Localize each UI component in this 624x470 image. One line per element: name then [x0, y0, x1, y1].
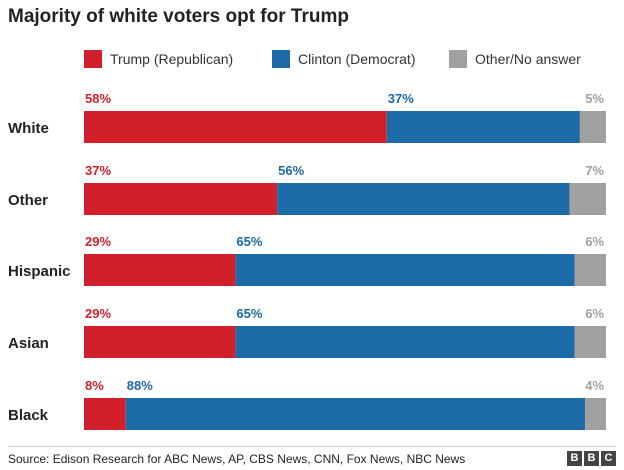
- value-label-clinton-hispanic: 65%: [236, 234, 262, 249]
- bar-clinton-white: [386, 111, 580, 143]
- bar-clinton-black: [125, 398, 586, 430]
- value-label-clinton-white: 37%: [388, 91, 414, 106]
- value-label-trump-asian: 29%: [85, 306, 111, 321]
- bar-clinton-asian: [235, 326, 575, 358]
- value-label-other-other: 7%: [585, 163, 604, 178]
- chart-plot: White 58% 37% 5% Other 37% 56% 7% Hispanic 29% 65%…: [8, 91, 606, 430]
- bar-trump-black: [84, 398, 126, 430]
- legend-label-trump: Trump (Republican): [110, 51, 234, 67]
- bar-trump-hispanic: [84, 254, 236, 286]
- bbc-logo-block: C: [601, 451, 616, 466]
- value-label-other-white: 5%: [585, 91, 604, 106]
- legend-swatch-trump: [84, 50, 102, 68]
- value-label-other-asian: 6%: [585, 306, 604, 321]
- value-label-clinton-asian: 65%: [236, 306, 262, 321]
- legend-item-trump: Trump (Republican): [84, 48, 233, 70]
- chart-title: Majority of white voters opt for Trump: [8, 6, 349, 27]
- bbc-logo: B B C: [567, 451, 616, 466]
- legend-label-clinton: Clinton (Democrat): [298, 51, 416, 67]
- bar-clinton-hispanic: [235, 254, 575, 286]
- bbc-logo-block: B: [567, 451, 582, 466]
- category-label-asian: Asian: [8, 335, 49, 352]
- legend-item-other: Other/No answer: [449, 48, 581, 70]
- legend-swatch-other: [449, 50, 467, 68]
- bar-other-black: [585, 398, 606, 430]
- bar-other-other: [569, 183, 606, 215]
- value-label-trump-black: 8%: [85, 378, 104, 393]
- bar-other-white: [579, 111, 606, 143]
- bar-trump-other: [84, 183, 278, 215]
- bar-clinton-other: [277, 183, 570, 215]
- bar-other-asian: [574, 326, 606, 358]
- value-label-trump-white: 58%: [85, 91, 111, 106]
- bar-trump-white: [84, 111, 387, 143]
- value-label-clinton-black: 88%: [127, 378, 153, 393]
- category-label-other: Other: [8, 192, 48, 209]
- value-label-trump-hispanic: 29%: [85, 234, 111, 249]
- value-label-trump-other: 37%: [85, 163, 111, 178]
- legend-swatch-clinton: [272, 50, 290, 68]
- source-note: Source: Edison Research for ABC News, AP…: [8, 452, 466, 466]
- category-label-white: White: [8, 120, 49, 137]
- legend-label-other: Other/No answer: [475, 51, 581, 67]
- bbc-logo-block: B: [584, 451, 599, 466]
- bar-other-hispanic: [574, 254, 606, 286]
- value-label-other-hispanic: 6%: [585, 234, 604, 249]
- value-label-clinton-other: 56%: [278, 163, 304, 178]
- category-label-black: Black: [8, 407, 49, 424]
- chart-legend: Trump (Republican) Clinton (Democrat) Ot…: [0, 48, 624, 70]
- legend-item-clinton: Clinton (Democrat): [272, 48, 415, 70]
- value-label-other-black: 4%: [585, 378, 604, 393]
- footer-divider: [8, 446, 616, 447]
- category-label-hispanic: Hispanic: [8, 263, 71, 280]
- bar-trump-asian: [84, 326, 236, 358]
